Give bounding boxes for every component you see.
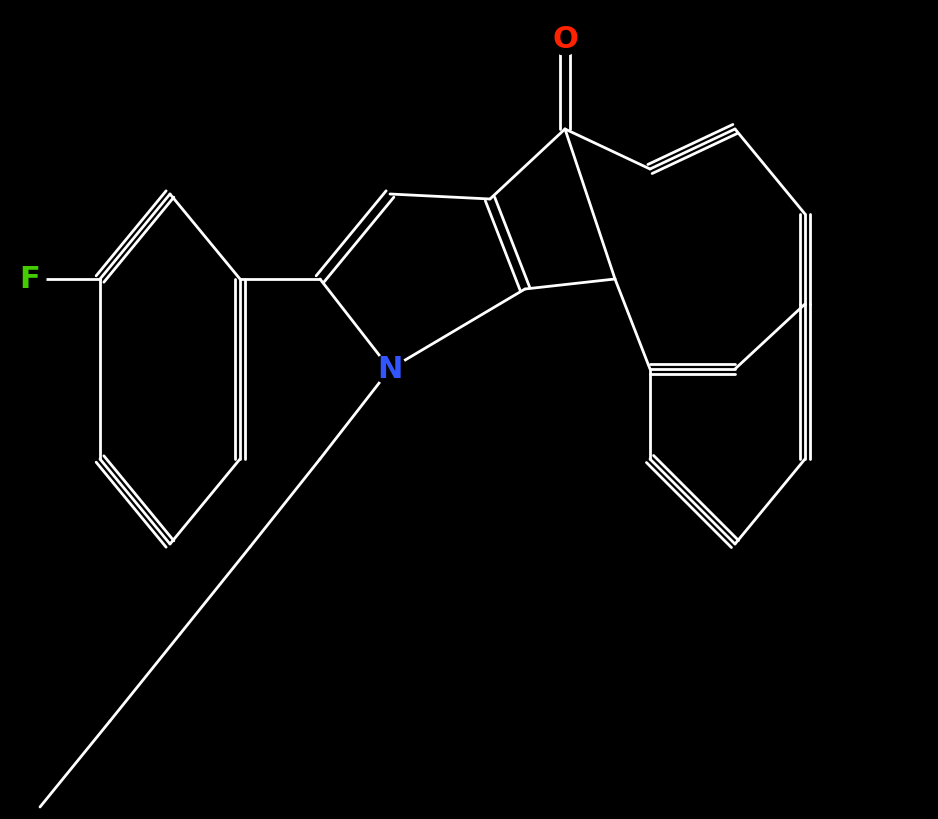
Text: F: F <box>20 265 40 294</box>
Text: O: O <box>552 25 578 54</box>
Circle shape <box>374 354 406 386</box>
Text: N: N <box>377 355 402 384</box>
Circle shape <box>14 264 46 296</box>
Circle shape <box>549 24 581 56</box>
